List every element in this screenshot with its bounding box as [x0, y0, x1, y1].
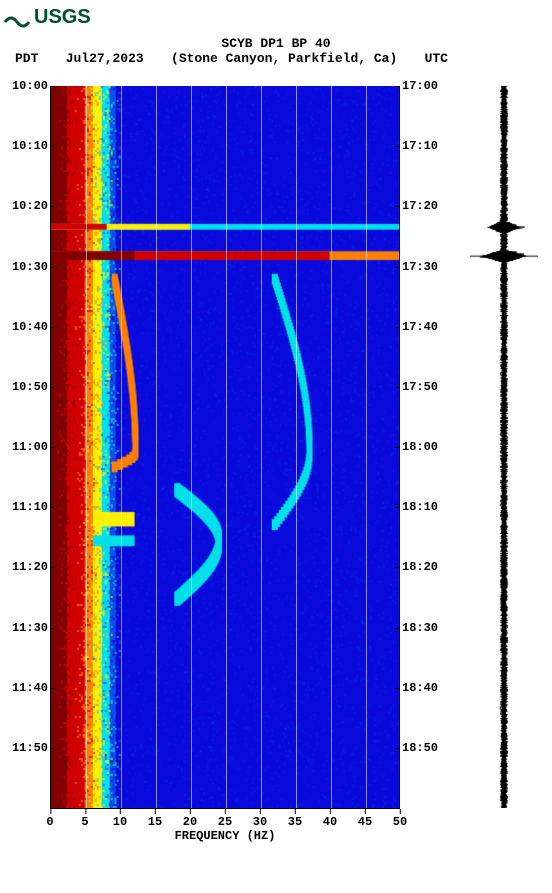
y-tick-left: 11:20 [12, 560, 51, 574]
grid-line [121, 86, 122, 808]
y-tick-right: 17:30 [399, 260, 438, 274]
spectrogram-canvas [51, 86, 399, 808]
y-tick-right: 18:30 [399, 621, 438, 635]
x-tick: 40 [323, 809, 337, 829]
y-tick-left: 10:50 [12, 380, 51, 394]
x-tick: 10 [113, 809, 127, 829]
y-tick-right: 18:40 [399, 681, 438, 695]
y-tick-left: 11:40 [12, 681, 51, 695]
station-label: (Stone Canyon, Parkfield, Ca) [171, 51, 397, 66]
y-tick-right: 17:20 [399, 199, 438, 213]
grid-line [261, 86, 262, 808]
spectrogram-plot: 10:0010:1010:2010:3010:4010:5011:0011:10… [50, 86, 400, 808]
grid-line [296, 86, 297, 808]
y-tick-left: 11:00 [12, 440, 51, 454]
x-tick: 15 [148, 809, 162, 829]
x-tick: 50 [393, 809, 407, 829]
x-axis: FREQUENCY (HZ) 05101520253035404550 [50, 808, 400, 848]
y-tick-right: 17:00 [399, 79, 438, 93]
y-tick-left: 10:20 [12, 199, 51, 213]
y-tick-left: 10:00 [12, 79, 51, 93]
y-tick-right: 17:10 [399, 139, 438, 153]
y-tick-right: 18:10 [399, 500, 438, 514]
x-tick: 0 [46, 809, 53, 829]
date-label: Jul27,2023 [66, 51, 144, 66]
seismogram-canvas [470, 86, 538, 808]
usgs-logo: USGS [4, 6, 91, 29]
tz-right-label: UTC [425, 51, 448, 66]
x-tick: 30 [253, 809, 267, 829]
usgs-logo-text: USGS [34, 6, 91, 29]
x-tick: 25 [218, 809, 232, 829]
y-tick-left: 11:30 [12, 621, 51, 635]
grid-line [226, 86, 227, 808]
grid-line [331, 86, 332, 808]
grid-line [191, 86, 192, 808]
y-tick-right: 18:20 [399, 560, 438, 574]
x-axis-label: FREQUENCY (HZ) [50, 829, 400, 843]
x-tick: 45 [358, 809, 372, 829]
chart-title: SCYB DP1 BP 40 [0, 36, 552, 51]
grid-line [156, 86, 157, 808]
y-tick-left: 11:50 [12, 741, 51, 755]
chart-header: SCYB DP1 BP 40 PDT Jul27,2023 (Stone Can… [0, 36, 552, 66]
x-tick: 20 [183, 809, 197, 829]
tz-left-label: PDT [15, 51, 38, 66]
x-tick: 35 [288, 809, 302, 829]
y-tick-left: 10:30 [12, 260, 51, 274]
y-tick-left: 10:10 [12, 139, 51, 153]
grid-line [86, 86, 87, 808]
x-tick: 5 [81, 809, 88, 829]
grid-line [366, 86, 367, 808]
seismogram-trace [470, 86, 538, 808]
y-tick-left: 10:40 [12, 320, 51, 334]
y-tick-right: 17:40 [399, 320, 438, 334]
y-tick-left: 11:10 [12, 500, 51, 514]
y-tick-right: 18:50 [399, 741, 438, 755]
y-tick-right: 17:50 [399, 380, 438, 394]
y-tick-right: 18:00 [399, 440, 438, 454]
